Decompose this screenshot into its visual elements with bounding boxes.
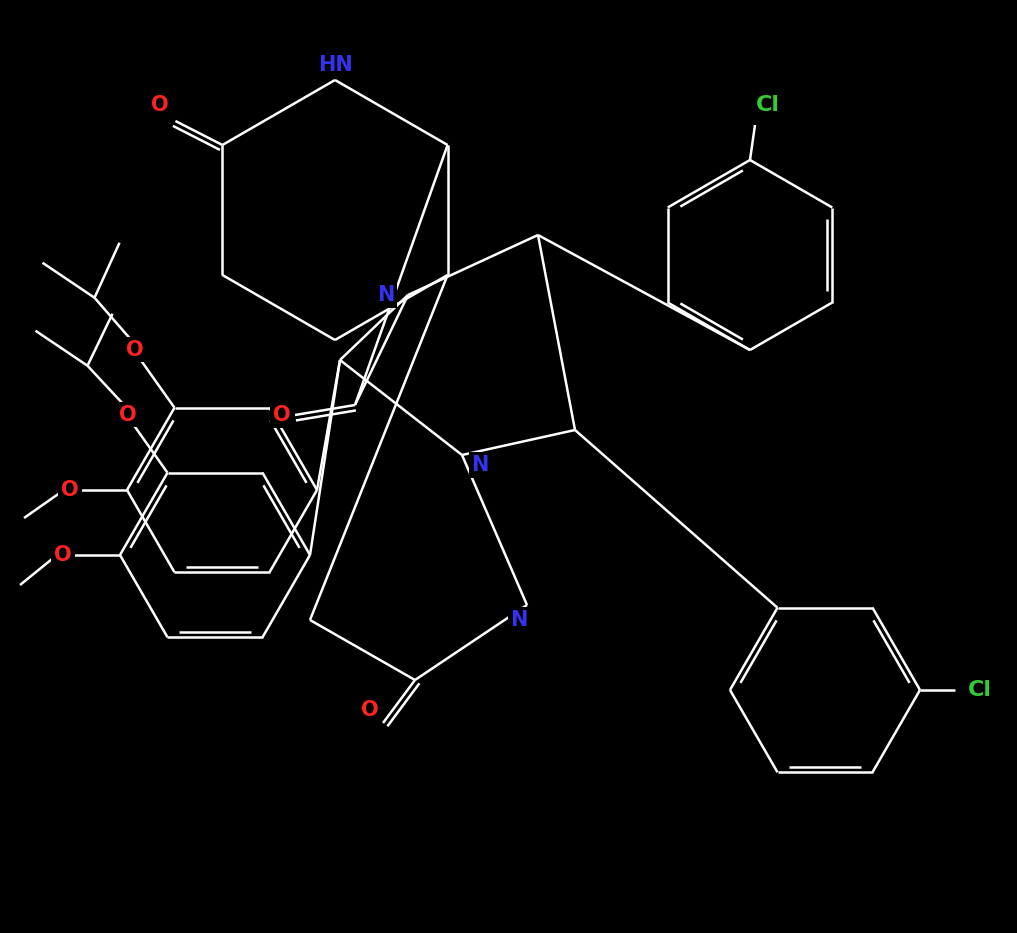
Text: O: O (274, 405, 291, 425)
Text: N: N (471, 455, 489, 475)
Text: N: N (377, 285, 395, 305)
Text: O: O (151, 95, 168, 115)
Text: HN: HN (317, 55, 352, 75)
Text: Cl: Cl (756, 95, 780, 115)
Text: Cl: Cl (968, 680, 992, 700)
Text: O: O (361, 700, 378, 720)
Text: N: N (511, 610, 528, 630)
Text: O: O (61, 480, 78, 500)
Text: O: O (119, 405, 136, 425)
Text: O: O (126, 340, 143, 360)
Text: O: O (54, 545, 72, 565)
